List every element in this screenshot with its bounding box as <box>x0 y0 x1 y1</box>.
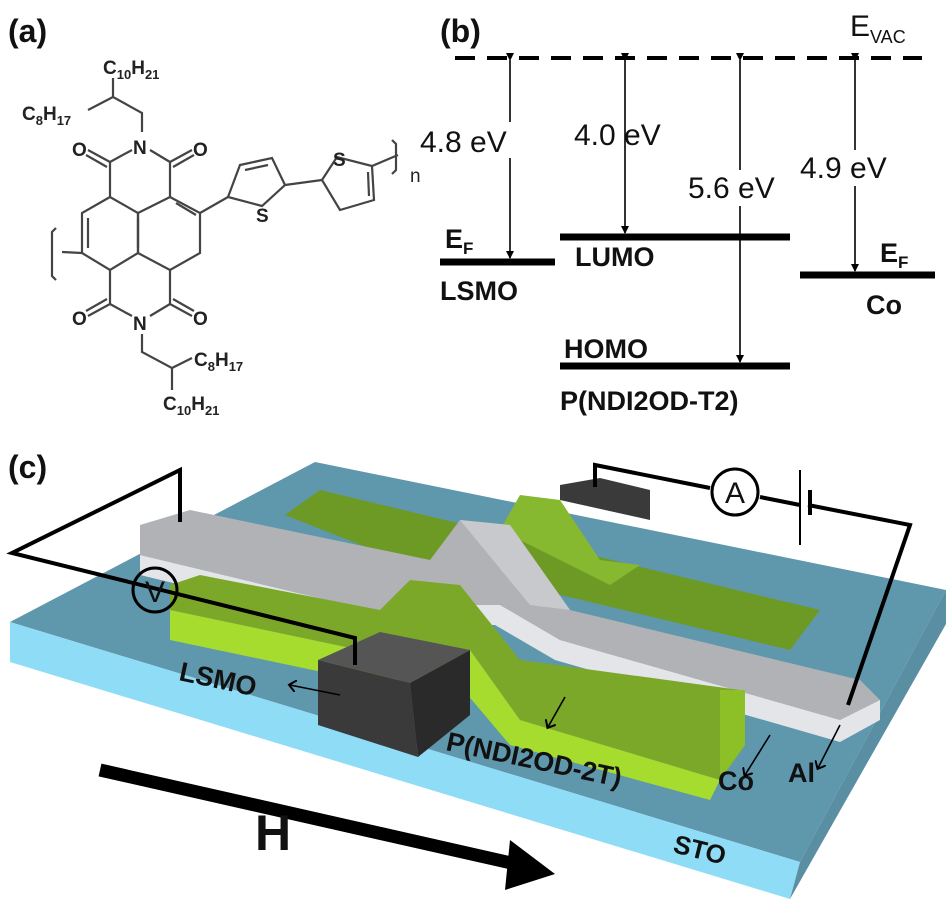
polymer-structure: N N O O O O S S n C10H21 C8H17 C8H17 C10… <box>22 58 421 418</box>
front-electrode-front <box>318 660 418 757</box>
chain-top-c10h21: C10H21 <box>103 58 159 82</box>
atom-o3: O <box>72 309 87 330</box>
atom-n-bottom: N <box>133 314 147 335</box>
voltmeter <box>131 566 179 614</box>
atom-s1: S <box>256 206 269 227</box>
energy-level-diagram: EVAC 4.8 eV 4.0 eV 5.6 eV 4.9 eV EF EF L… <box>420 10 935 416</box>
gap-lsmo: 4.8 eV <box>420 126 507 159</box>
ammeter-label: A <box>725 477 745 510</box>
repeat-n: n <box>410 166 421 187</box>
field-arrowhead <box>505 840 555 890</box>
panel-label-b: (b) <box>440 13 481 49</box>
field-label: H <box>255 805 291 861</box>
al-device-label: Al <box>788 758 815 788</box>
fermi-label-right: EF <box>880 238 908 272</box>
chain-bottom-c8h17: C8H17 <box>194 350 243 374</box>
gap-co: 4.9 eV <box>800 152 887 185</box>
co-label: Co <box>866 290 902 320</box>
homo-label: HOMO <box>564 334 648 364</box>
current-wire-2 <box>759 495 801 507</box>
ammeter <box>710 467 760 517</box>
voltmeter-label: V <box>145 576 165 609</box>
polymer-label: P(NDI2OD-T2) <box>560 386 739 416</box>
lsmo-label: LSMO <box>440 276 518 306</box>
substrate-front <box>10 622 800 899</box>
atom-s2: S <box>333 150 346 171</box>
back-electrode <box>560 478 650 520</box>
atom-o1: O <box>72 140 87 161</box>
fermi-label-left: EF <box>445 224 473 258</box>
chain-top-c8h17: C8H17 <box>22 104 71 128</box>
metal-strip <box>140 510 880 720</box>
field-arrow <box>98 763 522 872</box>
device-schematic: A V LSMO P(NDI2OD-2T) Co Al STO H <box>6 462 946 899</box>
atom-o4: O <box>193 309 208 330</box>
vacuum-level-label: EVAC <box>850 10 906 47</box>
panel-label-c: (c) <box>8 449 47 485</box>
atom-n-top: N <box>133 138 147 159</box>
substrate-side <box>790 590 946 899</box>
voltage-wire <box>6 466 357 665</box>
current-wire <box>593 462 711 490</box>
polymer-stripe-back <box>285 490 820 650</box>
lumo-label: LUMO <box>575 242 654 272</box>
polymer-stripe-front-light <box>170 610 720 800</box>
chain-bottom-c10h21: C10H21 <box>163 394 219 418</box>
gap-homo: 5.6 eV <box>688 172 775 205</box>
gap-lumo: 4.0 eV <box>574 119 661 152</box>
atom-o2: O <box>193 140 208 161</box>
panel-label-a: (a) <box>8 13 47 49</box>
current-wire-3 <box>807 503 913 706</box>
